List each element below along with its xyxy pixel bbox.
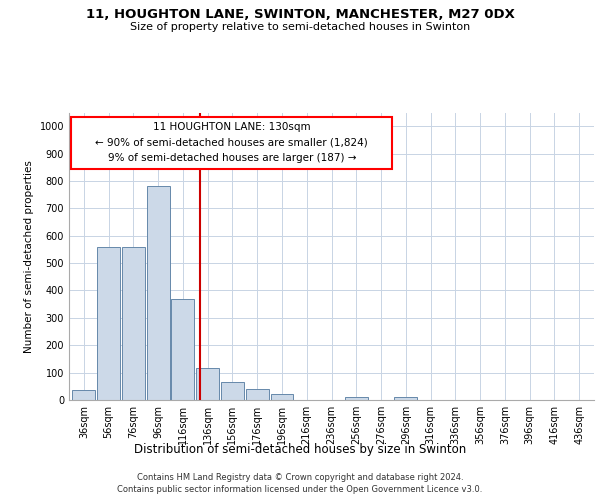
Bar <box>246 388 269 400</box>
Text: Distribution of semi-detached houses by size in Swinton: Distribution of semi-detached houses by … <box>134 442 466 456</box>
Bar <box>221 382 244 400</box>
Bar <box>345 398 368 400</box>
Bar <box>97 247 120 400</box>
Text: ← 90% of semi-detached houses are smaller (1,824): ← 90% of semi-detached houses are smalle… <box>95 138 368 147</box>
Bar <box>73 390 95 400</box>
Y-axis label: Number of semi-detached properties: Number of semi-detached properties <box>24 160 34 352</box>
Text: 9% of semi-detached houses are larger (187) →: 9% of semi-detached houses are larger (1… <box>107 153 356 163</box>
Bar <box>271 394 293 400</box>
Bar <box>122 247 145 400</box>
Text: 11 HOUGHTON LANE: 130sqm: 11 HOUGHTON LANE: 130sqm <box>153 122 311 132</box>
Text: Contains public sector information licensed under the Open Government Licence v3: Contains public sector information licen… <box>118 485 482 494</box>
Bar <box>71 116 392 168</box>
Bar <box>394 396 417 400</box>
Bar <box>146 186 170 400</box>
Text: Size of property relative to semi-detached houses in Swinton: Size of property relative to semi-detach… <box>130 22 470 32</box>
Text: 11, HOUGHTON LANE, SWINTON, MANCHESTER, M27 0DX: 11, HOUGHTON LANE, SWINTON, MANCHESTER, … <box>86 8 514 20</box>
Text: Contains HM Land Registry data © Crown copyright and database right 2024.: Contains HM Land Registry data © Crown c… <box>137 472 463 482</box>
Bar <box>172 298 194 400</box>
Bar <box>196 368 219 400</box>
